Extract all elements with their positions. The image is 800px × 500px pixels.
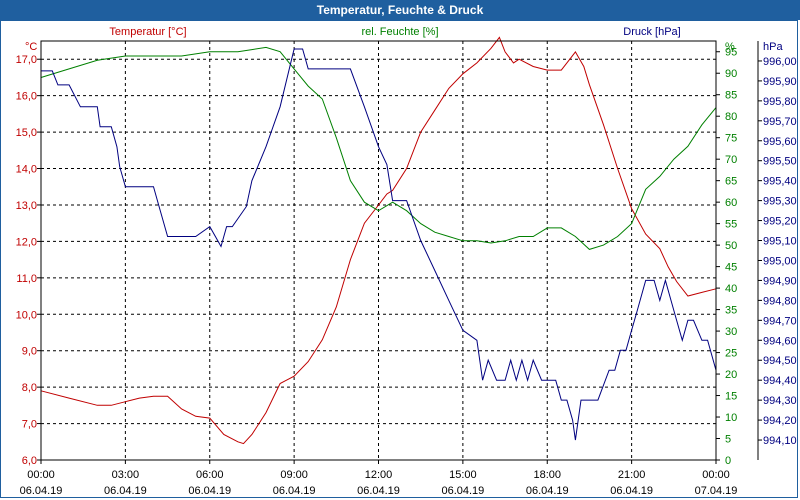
humidity-tick-label: 10	[725, 412, 737, 424]
temperature-tick-label: 15,0	[16, 127, 37, 139]
date-tick-label: 06.04.19	[20, 485, 63, 497]
humidity-tick-label: 20	[725, 369, 737, 381]
series-line-temperature	[40, 36, 717, 445]
humidity-tick-label: 75	[725, 133, 737, 145]
pressure-tick-label: 995,10	[763, 236, 797, 248]
grid-lines	[41, 41, 716, 461]
humidity-unit: %	[725, 41, 735, 53]
date-tick-label: 06.04.19	[526, 485, 569, 497]
series-line-pressure	[41, 48, 717, 441]
pressure-tick-label: 994,40	[763, 375, 797, 387]
pressure-tick-label: 994,50	[763, 355, 797, 367]
humidity-tick-label: 30	[725, 326, 737, 338]
temperature-tick-label: 16,0	[16, 91, 37, 103]
pressure-axis-title: Druck [hPa]	[623, 26, 680, 38]
pressure-tick-label: 995,70	[763, 116, 797, 128]
time-tick-label: 18:00	[533, 469, 561, 481]
time-tick-label: 03:00	[112, 469, 140, 481]
temperature-tick-label: 12,0	[16, 236, 37, 248]
humidity-tick-label: 55	[725, 219, 737, 231]
humidity-tick-label: 15	[725, 391, 737, 403]
humidity-tick-label: 70	[725, 154, 737, 166]
pressure-tick-label: 996,00	[763, 56, 797, 68]
humidity-tick-label: 5	[725, 434, 731, 446]
humidity-tick-label: 80	[725, 111, 737, 123]
time-tick-label: 12:00	[365, 469, 393, 481]
pressure-tick-label: 994,30	[763, 395, 797, 407]
humidity-tick-label: 90	[725, 68, 737, 80]
humidity-tick-label: 85	[725, 90, 737, 102]
temperature-tick-label: 10,0	[16, 309, 37, 321]
humidity-tick-label: 60	[725, 197, 737, 209]
date-tick-label: 06.04.19	[104, 485, 147, 497]
date-tick-label: 06.04.19	[610, 485, 653, 497]
series-line-humidity	[40, 46, 717, 250]
humidity-tick-label: 50	[725, 240, 737, 252]
humidity-tick-label: 0	[725, 455, 731, 467]
temperature-tick-label: 13,0	[16, 200, 37, 212]
pressure-tick-label: 994,70	[763, 315, 797, 327]
series-layer	[40, 36, 717, 445]
pressure-axis: 994,10 994,20 994,30 994,40 994,50 994,60 994,…	[757, 41, 797, 460]
time-tick-label: 00:00	[27, 469, 55, 481]
temperature-axis: 6,0 7,0 8,0 9,0 10,0 11,0 12,0 13,0 14,0 15,0 16,0…	[16, 54, 41, 467]
pressure-unit: hPa	[763, 41, 783, 53]
pressure-tick-label: 994,90	[763, 275, 797, 287]
humidity-tick-label: 35	[725, 305, 737, 317]
pressure-tick-label: 995,30	[763, 196, 797, 208]
temperature-axis-title: Temperatur [°C]	[109, 26, 186, 38]
date-tick-label: 06.04.19	[357, 485, 400, 497]
pressure-tick-label: 995,80	[763, 96, 797, 108]
pressure-tick-label: 995,00	[763, 255, 797, 267]
time-tick-label: 09:00	[280, 469, 308, 481]
pressure-tick-label: 995,90	[763, 76, 797, 88]
date-tick-label: 06.04.19	[441, 485, 484, 497]
pressure-tick-label: 995,60	[763, 136, 797, 148]
chart-title: Temperatur, Feuchte & Druck	[316, 3, 484, 17]
pressure-tick-label: 994,10	[763, 435, 797, 447]
humidity-tick-label: 95	[725, 47, 737, 59]
time-tick-label: 06:00	[196, 469, 224, 481]
temperature-tick-label: 6,0	[22, 455, 37, 467]
date-tick-label: 07.04.19	[695, 485, 738, 497]
temperature-unit: °C	[25, 41, 37, 53]
humidity-axis: 0 5 10 15 20 25 30 35 40 45 50 55 60 65 70 75 80 85 90 95	[716, 47, 737, 467]
humidity-tick-label: 65	[725, 176, 737, 188]
pressure-tick-label: 995,20	[763, 216, 797, 228]
temperature-tick-label: 7,0	[22, 419, 37, 431]
pressure-tick-label: 995,50	[763, 156, 797, 168]
humidity-tick-label: 45	[725, 262, 737, 274]
temperature-tick-label: 9,0	[22, 346, 37, 358]
time-tick-label: 15:00	[449, 469, 477, 481]
humidity-axis-title: rel. Feuchte [%]	[361, 26, 438, 38]
pressure-tick-label: 995,40	[763, 176, 797, 188]
temperature-tick-label: 11,0	[16, 273, 37, 285]
title-bar: Temperatur, Feuchte & Druck	[0, 0, 800, 20]
date-tick-label: 06.04.19	[188, 485, 231, 497]
pressure-tick-label: 994,20	[763, 415, 797, 427]
chart-frame	[0, 20, 798, 498]
time-tick-label: 00:00	[702, 469, 730, 481]
date-tick-label: 06.04.19	[273, 485, 316, 497]
time-axis: 00:00 06.04.19 03:00 06.04.19 06:00 06.04.19 0…	[20, 460, 738, 497]
temperature-tick-label: 8,0	[22, 382, 37, 394]
pressure-tick-label: 994,80	[763, 295, 797, 307]
time-tick-label: 21:00	[618, 469, 646, 481]
humidity-tick-label: 40	[725, 283, 737, 295]
humidity-tick-label: 25	[725, 348, 737, 360]
temperature-tick-label: 17,0	[16, 54, 37, 66]
pressure-tick-label: 994,60	[763, 335, 797, 347]
temperature-tick-label: 14,0	[16, 164, 37, 176]
